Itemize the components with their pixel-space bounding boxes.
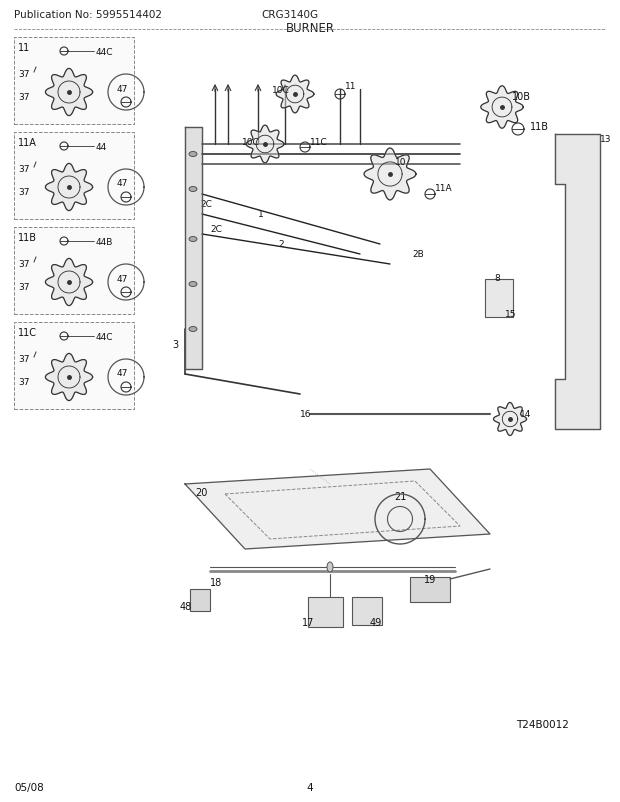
Text: 47: 47 — [117, 369, 128, 378]
Text: 37: 37 — [18, 282, 30, 292]
Polygon shape — [45, 354, 92, 401]
Polygon shape — [246, 126, 284, 164]
Text: 37: 37 — [18, 164, 30, 174]
Text: 10B: 10B — [512, 92, 531, 102]
Text: 11B: 11B — [18, 233, 37, 243]
Text: 21: 21 — [394, 492, 406, 501]
Text: 1: 1 — [258, 210, 264, 219]
Bar — [190, 589, 210, 611]
Text: 16: 16 — [300, 410, 311, 419]
Text: 10C: 10C — [272, 86, 290, 95]
Polygon shape — [276, 76, 314, 114]
Text: 11C: 11C — [18, 327, 37, 338]
Ellipse shape — [189, 282, 197, 287]
Text: 37: 37 — [18, 378, 30, 387]
Text: 48: 48 — [180, 602, 192, 611]
Text: 10: 10 — [395, 158, 407, 167]
Text: 11C: 11C — [310, 138, 328, 147]
Text: 15: 15 — [505, 310, 516, 318]
Bar — [485, 280, 513, 318]
Text: 44B: 44B — [96, 237, 113, 247]
Polygon shape — [364, 149, 416, 200]
Text: CRG3140G: CRG3140G — [262, 10, 319, 20]
Polygon shape — [185, 128, 202, 370]
Text: 47: 47 — [117, 84, 128, 93]
Bar — [14, 133, 134, 220]
Text: 2B: 2B — [412, 249, 423, 259]
Text: 8: 8 — [494, 273, 500, 282]
Ellipse shape — [189, 327, 197, 332]
Text: 11B: 11B — [530, 122, 549, 132]
Text: 19: 19 — [424, 574, 436, 585]
Text: 4: 4 — [307, 782, 313, 792]
Polygon shape — [494, 403, 526, 436]
Text: 18: 18 — [210, 577, 222, 587]
Text: 20: 20 — [195, 488, 207, 497]
Text: 37: 37 — [18, 188, 30, 196]
Text: 11: 11 — [345, 82, 356, 91]
Polygon shape — [480, 87, 523, 129]
Text: 44: 44 — [96, 143, 107, 152]
Ellipse shape — [327, 562, 333, 573]
Text: 2C: 2C — [210, 225, 222, 233]
Text: 14: 14 — [520, 410, 531, 419]
Text: 47: 47 — [117, 274, 128, 283]
Text: 11A: 11A — [435, 184, 453, 192]
Text: 11: 11 — [18, 43, 30, 53]
Ellipse shape — [189, 237, 197, 242]
Bar — [308, 597, 343, 627]
Ellipse shape — [189, 187, 197, 192]
Polygon shape — [45, 69, 92, 116]
Bar — [14, 322, 134, 410]
Bar — [14, 38, 134, 125]
Text: 10C: 10C — [242, 138, 260, 147]
Text: 44C: 44C — [96, 333, 113, 342]
Text: BURNER: BURNER — [285, 22, 335, 35]
Polygon shape — [555, 135, 600, 429]
Polygon shape — [45, 259, 92, 306]
Text: 3: 3 — [172, 339, 178, 350]
Bar — [352, 597, 382, 626]
Text: 11A: 11A — [18, 138, 37, 148]
Text: 13: 13 — [600, 135, 611, 144]
Text: 37: 37 — [18, 354, 30, 363]
Text: 47: 47 — [117, 180, 128, 188]
Text: T24B0012: T24B0012 — [516, 719, 569, 729]
Text: 44C: 44C — [96, 48, 113, 57]
Text: Publication No: 5995514402: Publication No: 5995514402 — [14, 10, 162, 20]
Text: 37: 37 — [18, 70, 30, 79]
Text: 05/08: 05/08 — [14, 782, 44, 792]
Ellipse shape — [189, 152, 197, 157]
Text: 2: 2 — [278, 240, 283, 249]
Text: 37: 37 — [18, 93, 30, 102]
Bar — [410, 577, 450, 602]
Text: 2C: 2C — [200, 200, 212, 209]
Text: 37: 37 — [18, 260, 30, 269]
Polygon shape — [185, 469, 490, 549]
Text: 49: 49 — [370, 618, 382, 627]
Bar — [14, 228, 134, 314]
Polygon shape — [45, 164, 92, 212]
Text: 17: 17 — [302, 618, 314, 627]
